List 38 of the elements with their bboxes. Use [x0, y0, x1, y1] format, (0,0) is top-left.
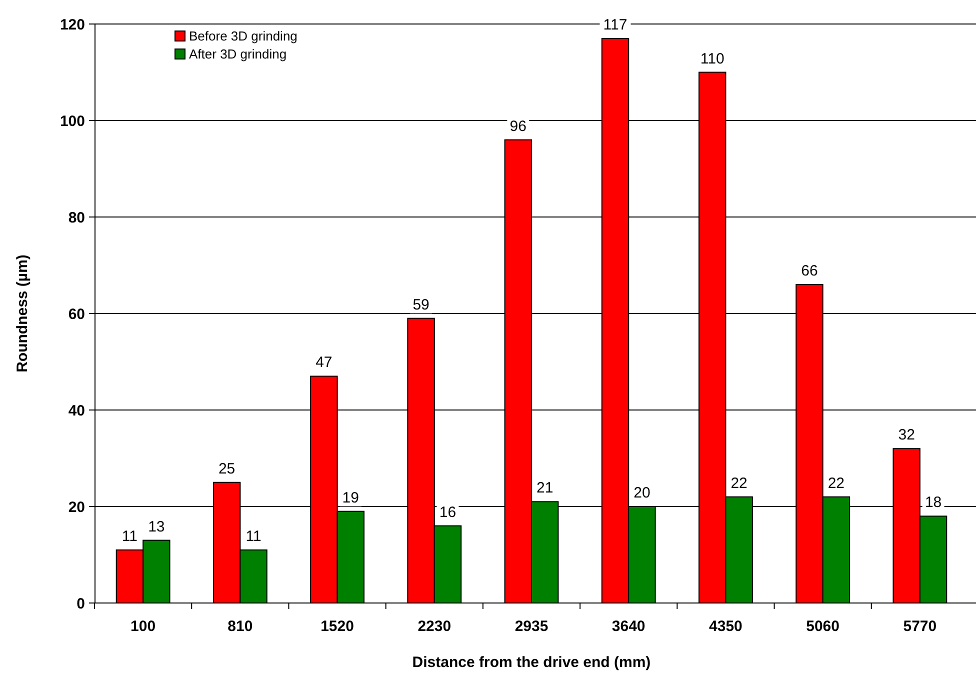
- legend-label: Before 3D grinding: [189, 28, 298, 44]
- data-label: 22: [828, 474, 845, 492]
- data-label: 32: [898, 426, 915, 444]
- x-axis-title: Distance from the drive end (mm): [412, 654, 651, 671]
- y-tick-label: 20: [68, 498, 85, 516]
- data-label: 96: [510, 118, 526, 135]
- data-label: 25: [218, 460, 236, 478]
- x-tick-label: 810: [228, 618, 253, 635]
- data-label: 11: [246, 528, 262, 545]
- data-label: 66: [801, 262, 818, 280]
- data-label: 20: [634, 484, 650, 502]
- y-tick-label: 60: [68, 306, 85, 323]
- data-label: 21: [536, 480, 554, 497]
- data-label: 117: [603, 16, 628, 34]
- y-tick-label: 120: [60, 16, 85, 34]
- legend-label: After 3D grinding: [189, 46, 287, 62]
- x-tick-label: 1520: [320, 618, 354, 635]
- y-tick-label: 40: [68, 402, 85, 420]
- data-label: 11: [122, 528, 138, 545]
- x-tick-label: 100: [130, 618, 156, 635]
- data-label: 47: [316, 354, 332, 372]
- y-axis-title: Roundness (µm): [14, 254, 31, 372]
- x-tick-label: 3640: [612, 618, 646, 635]
- y-tick-label: 80: [68, 209, 85, 226]
- x-tick-label: 5770: [903, 618, 937, 635]
- x-tick-label: 2230: [418, 618, 452, 635]
- data-label: 16: [439, 504, 456, 521]
- data-label: 22: [730, 474, 748, 492]
- data-label: 59: [412, 296, 430, 314]
- y-tick-label: 0: [76, 595, 85, 612]
- x-tick-label: 2935: [514, 618, 548, 635]
- x-tick-label: 4350: [709, 618, 742, 635]
- x-tick-label: 5060: [806, 618, 840, 635]
- y-tick-label: 100: [60, 112, 85, 130]
- data-label: 13: [148, 518, 165, 536]
- data-label: 110: [700, 50, 724, 68]
- data-label: 19: [342, 489, 359, 506]
- data-label: 18: [924, 494, 942, 512]
